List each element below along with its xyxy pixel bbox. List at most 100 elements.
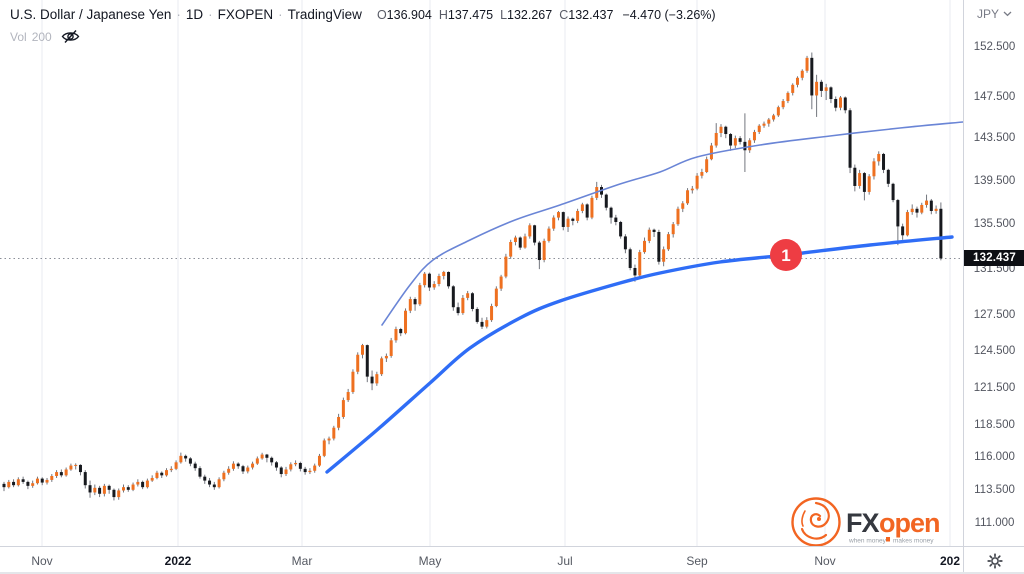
gridlines — [41, 0, 951, 546]
candle-body — [733, 138, 737, 146]
annotation-marker-1[interactable]: 1 — [770, 239, 802, 271]
candle-body — [246, 467, 250, 472]
candle-body — [757, 125, 761, 132]
price-tick: 116.000 — [974, 451, 1015, 464]
candle-body — [93, 487, 97, 493]
candle-body — [523, 236, 527, 248]
eye-slash-icon[interactable] — [61, 29, 80, 44]
axis-settings-corner[interactable] — [963, 546, 1024, 574]
candle-body — [231, 463, 235, 469]
candle-body — [327, 438, 331, 441]
candle-body — [628, 249, 632, 268]
gear-icon[interactable] — [986, 553, 1003, 569]
candle-body — [45, 479, 49, 483]
candle-body — [762, 123, 766, 126]
candle-body — [423, 273, 427, 286]
candle-body — [719, 126, 723, 133]
candle-body — [862, 173, 866, 192]
candle-body — [389, 340, 393, 356]
candle-body — [337, 416, 341, 428]
candle-body — [155, 472, 159, 478]
price-tick: 147.500 — [973, 90, 1016, 103]
price-tick: 127.500 — [973, 309, 1016, 322]
high-value: 137.475 — [447, 7, 494, 22]
interval-label[interactable]: 1D — [185, 7, 204, 22]
candle-body — [21, 479, 25, 482]
candle-body — [251, 463, 255, 468]
candle-body — [255, 458, 259, 464]
candle-body — [298, 462, 302, 469]
candle-body — [16, 479, 20, 486]
candle-body — [662, 249, 666, 262]
candle-body — [853, 167, 857, 186]
candle-body — [547, 228, 551, 241]
currency-selector[interactable]: JPY — [964, 7, 1024, 21]
fxopen-emblem — [791, 497, 841, 546]
candle-body — [351, 371, 355, 393]
time-axis[interactable]: Nov 2022 Mar May Jul Sep Nov 202 — [0, 546, 963, 574]
open-label: O — [376, 7, 387, 22]
candle-body — [308, 470, 312, 473]
candle-body — [485, 320, 489, 327]
candle-body — [810, 57, 814, 96]
candle-body — [303, 468, 307, 473]
exchange-label[interactable]: FXOPEN — [217, 7, 274, 22]
time-label: Mar — [291, 554, 313, 568]
platform-link[interactable]: TradingView — [287, 7, 362, 22]
candle-body — [643, 240, 647, 253]
price-tick: 124.500 — [973, 345, 1016, 358]
symbol-title[interactable]: U.S. Dollar / Japanese Yen — [10, 7, 172, 22]
price-tick: 113.500 — [974, 483, 1015, 496]
candle-body — [141, 481, 145, 488]
candle-body — [98, 487, 102, 494]
legend-separator: · — [176, 7, 181, 22]
candle-body — [671, 224, 675, 235]
candle-body — [150, 477, 154, 481]
window-bottom-edge — [0, 572, 1024, 574]
candle-body — [585, 204, 589, 218]
candle-body — [69, 465, 73, 470]
price-axis[interactable]: JPY 152.500 147.500 143.500 139.500 135.500 1… — [963, 0, 1024, 546]
candle-body — [934, 208, 938, 211]
fxopen-tagline-left: when money — [848, 538, 887, 545]
candle-body — [714, 132, 718, 146]
candle-body — [872, 161, 876, 177]
candle-body — [222, 472, 226, 480]
high-label: H — [438, 7, 448, 22]
candle-body — [839, 97, 842, 108]
candle-body — [815, 81, 819, 96]
candle-body — [418, 285, 422, 305]
upper-trendline[interactable] — [381, 121, 963, 326]
candle-body — [542, 240, 546, 261]
candle-body — [165, 470, 169, 476]
marker-circle[interactable] — [770, 239, 802, 271]
marker-label: 1 — [781, 246, 790, 265]
candle-body — [346, 392, 350, 401]
volume-indicator-label[interactable]: Vol — [10, 29, 27, 44]
candle-body — [188, 458, 192, 464]
time-label: 2022 — [164, 554, 192, 568]
candle-body — [370, 376, 374, 384]
candle-body — [294, 462, 298, 465]
candle-body — [499, 276, 503, 289]
close-label: C — [559, 7, 569, 22]
time-label: Jul — [557, 554, 573, 568]
candle-body — [88, 485, 92, 493]
candle-body — [772, 115, 776, 120]
candle-body — [160, 472, 164, 476]
candle-body — [633, 267, 637, 276]
candle-body — [657, 231, 661, 262]
candle-body — [686, 190, 690, 204]
fxopen-wordmark-fx: FX — [846, 508, 879, 538]
price-chart[interactable]: 1 — [0, 0, 963, 546]
candle-body — [929, 200, 933, 211]
candle-body — [380, 358, 384, 375]
ohlc-values: O136.904 H137.475 L132.267 C132.437 −4.4… — [377, 8, 716, 22]
low-value: 132.267 — [507, 7, 553, 22]
chart-canvas[interactable]: 1 U.S. Dollar / Japanese Yen · 1D · FXOP… — [0, 0, 963, 546]
candle-body — [834, 99, 838, 108]
candle-body — [623, 236, 627, 250]
candle-body — [270, 457, 274, 463]
candle-body — [260, 454, 264, 459]
lower-trendline[interactable] — [325, 235, 954, 474]
